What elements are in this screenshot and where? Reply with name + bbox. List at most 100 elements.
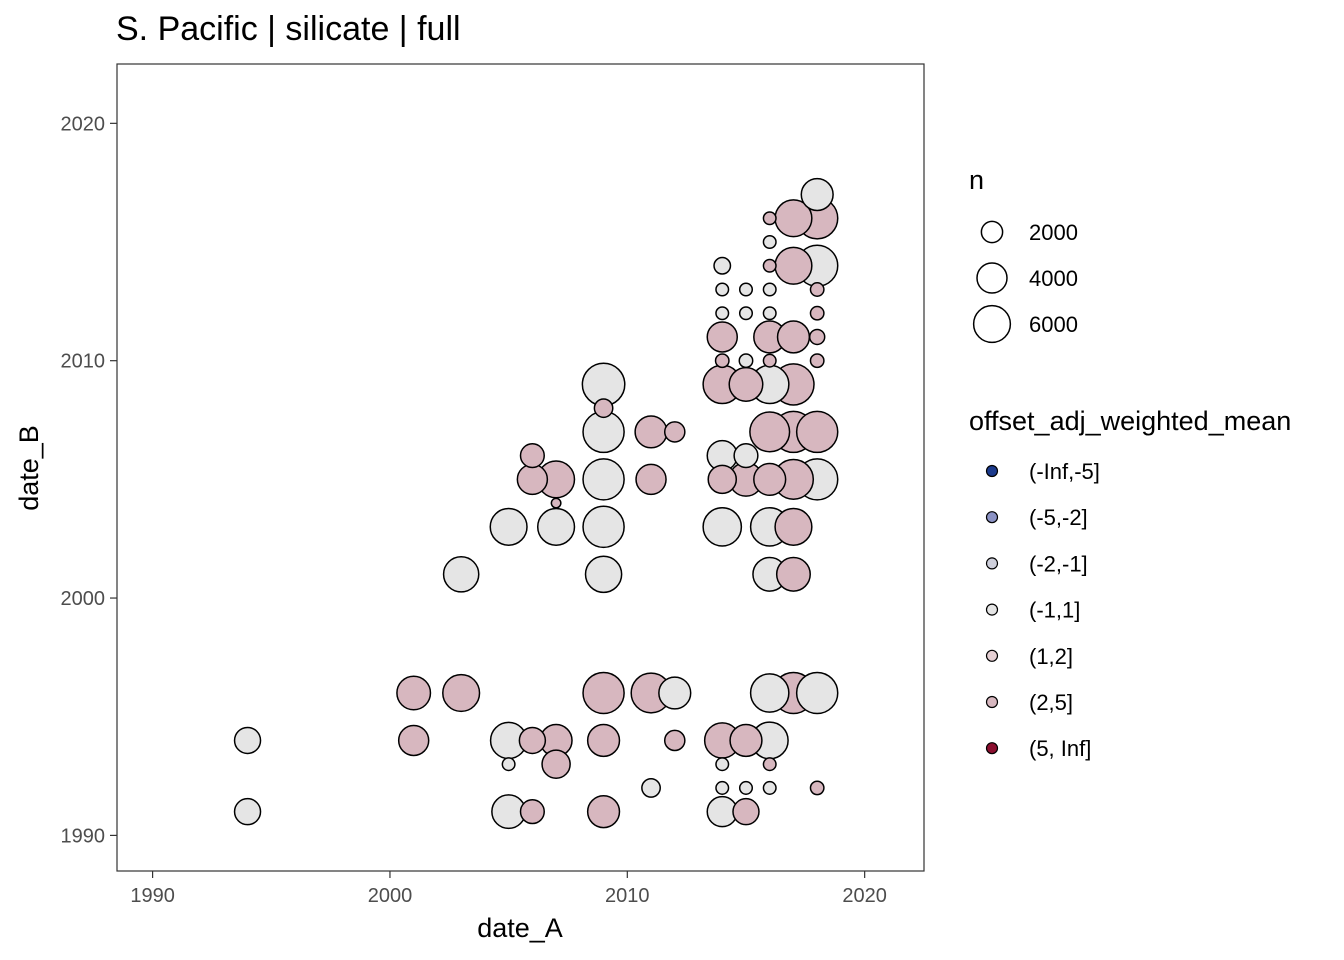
data-point [809,305,825,321]
data-point [519,443,545,469]
x-tick-label: 2020 [842,885,887,907]
x-axis: 1990 2000 2010 2020 [130,871,887,907]
data-point [715,780,730,795]
data-point [396,675,432,711]
data-point [397,724,430,757]
data-point [634,415,668,449]
data-point [738,353,754,369]
y-axis: 1990 2000 2010 2020 [61,113,117,847]
x-tick-label: 2000 [368,885,413,907]
data-point [536,507,576,546]
data-point [582,671,625,715]
data-point [749,673,790,713]
data-point [658,676,692,710]
data-point [795,410,839,454]
data-point [586,795,621,829]
data-point [753,462,787,497]
data-point [501,757,516,772]
color-legend-label: (2,5] [1029,690,1073,715]
data-point [762,258,777,273]
points-layer [233,177,839,830]
y-tick-label: 2010 [61,351,106,373]
size-legend-key [980,220,1004,244]
data-point [706,321,738,353]
color-legend-label: (-Inf,-5] [1029,459,1100,484]
data-point [776,320,811,354]
data-point [713,256,732,275]
size-legend-label: 4000 [1029,266,1078,291]
data-point [762,306,777,321]
color-legend-key [985,742,999,755]
size-legend-key [976,262,1008,294]
color-legend-key [985,649,999,662]
color-legend-key [985,557,999,570]
data-point [729,723,763,758]
color-legend: (-Inf,-5] (-5,-2] (-2,-1] (-1,1] (1,2] (2,5] (… [985,459,1100,761]
y-tick-label: 1990 [61,825,106,847]
data-point [808,328,826,346]
data-point [663,421,686,443]
data-point [762,757,777,772]
x-tick-label: 2010 [605,885,650,907]
data-point [702,506,743,547]
data-point [809,282,825,297]
data-point [738,780,754,795]
data-point [774,507,813,546]
y-tick-label: 2000 [61,588,106,610]
data-point [762,780,777,795]
size-legend-key [972,304,1012,344]
data-point [715,306,730,321]
data-point [582,458,625,501]
data-point [762,353,777,368]
color-legend-key [985,603,999,616]
data-point [762,234,777,250]
data-point [707,464,738,495]
chart-title: S. Pacific | silicate | full [116,10,461,48]
data-point [541,749,571,779]
size-legend: 2000 4000 6000 [972,220,1078,344]
data-point [582,505,625,549]
data-point [593,398,614,419]
data-point [733,443,759,469]
data-point [738,306,754,321]
data-point [809,780,825,796]
size-legend-label: 2000 [1029,220,1078,245]
color-legend-label: (-1,1] [1029,598,1080,623]
data-point [714,353,730,369]
color-legend-label: (-5,-2] [1029,505,1088,530]
data-point [516,463,549,496]
data-point [762,282,777,297]
color-legend-key [985,695,999,709]
data-point [738,282,754,297]
data-point [233,726,262,755]
data-point [762,211,777,226]
data-point [519,799,545,825]
data-point [795,671,839,715]
size-legend-label: 6000 [1029,312,1078,337]
data-point [233,797,262,826]
x-tick-label: 1990 [130,885,175,907]
color-legend-label: (1,2] [1029,644,1073,669]
data-point [518,726,547,755]
data-point [586,723,621,758]
data-point [442,673,481,713]
data-point [489,507,528,546]
y-axis-title: date_B [14,425,44,511]
data-point [715,757,730,772]
data-point [663,729,686,752]
data-point [774,246,813,285]
color-legend-title: offset_adj_weighted_mean [969,406,1291,436]
y-tick-label: 2020 [61,113,106,135]
data-point [715,282,730,297]
data-point [635,463,667,496]
color-legend-key [985,511,999,524]
data-point [728,366,764,402]
color-legend-key [985,464,999,478]
data-point [584,555,623,594]
data-point [749,411,791,453]
data-point [800,177,834,212]
data-point [732,797,760,826]
data-point [775,556,811,592]
size-legend-title: n [969,165,984,195]
